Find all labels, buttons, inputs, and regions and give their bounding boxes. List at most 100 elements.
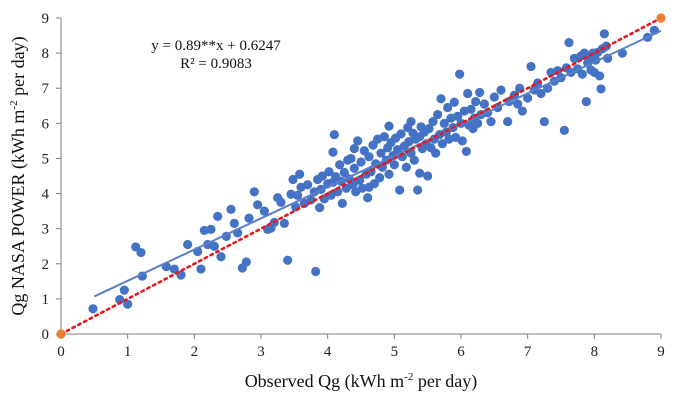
- data-point: [409, 155, 419, 165]
- y-tick-label: 4: [42, 187, 50, 203]
- data-point: [324, 167, 334, 177]
- data-point: [564, 37, 574, 48]
- x-tick-label: 8: [591, 344, 599, 360]
- data-point: [364, 152, 374, 162]
- equation-label: y = 0.89**x + 0.6247: [151, 38, 281, 54]
- data-point: [439, 118, 449, 128]
- data-point: [496, 85, 506, 95]
- data-point: [379, 132, 389, 142]
- data-point: [283, 255, 293, 265]
- data-point: [226, 204, 236, 214]
- y-tick-label: 8: [42, 46, 50, 62]
- y-axis-title-main: Qg NASA POWER (kWh m: [8, 110, 29, 316]
- data-point: [384, 169, 394, 179]
- data-point: [88, 304, 98, 314]
- data-point: [559, 125, 569, 135]
- data-point: [229, 218, 239, 228]
- x-axis-title: Observed Qg (kWh m-2 per day): [245, 371, 478, 392]
- y-axis-title: Qg NASA POWER (kWh m-2 per day): [8, 36, 29, 315]
- data-point: [209, 241, 219, 251]
- data-point: [303, 180, 313, 190]
- data-point: [119, 285, 129, 295]
- y-tick-label: 3: [42, 222, 50, 238]
- data-point: [395, 185, 405, 195]
- r-squared-label: R² = 0.9083: [180, 56, 252, 72]
- data-point: [363, 193, 373, 203]
- data-point: [449, 97, 459, 107]
- x-tick-label: 6: [457, 344, 465, 360]
- endpoint-marker: [56, 329, 66, 339]
- data-point: [169, 264, 179, 274]
- data-point: [329, 129, 339, 140]
- y-tick-label: 5: [42, 151, 50, 167]
- data-point: [244, 213, 254, 223]
- x-tick-label: 2: [191, 344, 199, 360]
- data-point: [328, 147, 338, 157]
- data-point: [315, 203, 325, 213]
- data-point: [259, 206, 269, 216]
- y-tick-label: 0: [42, 327, 50, 343]
- data-point: [279, 218, 289, 228]
- data-point: [489, 92, 499, 102]
- data-point: [517, 106, 527, 116]
- data-point: [479, 99, 489, 109]
- data-point: [293, 190, 303, 200]
- x-axis-title-rest: per day): [413, 371, 477, 392]
- data-point: [539, 116, 549, 127]
- data-point: [375, 173, 385, 183]
- data-point: [183, 239, 193, 250]
- data-point: [436, 94, 446, 104]
- data-point: [216, 252, 226, 262]
- data-point: [335, 160, 345, 170]
- data-point: [249, 187, 259, 197]
- data-point: [353, 136, 363, 146]
- data-point: [276, 197, 286, 207]
- x-tick-label: 1: [124, 344, 132, 360]
- y-axis-title-sup: -2: [8, 100, 20, 109]
- one-to-one-line: [59, 16, 663, 336]
- data-point: [136, 247, 146, 258]
- x-axis-title-sup: -2: [404, 371, 413, 383]
- data-point: [455, 69, 465, 79]
- data-point: [433, 109, 443, 120]
- data-point: [581, 96, 591, 107]
- data-point: [339, 167, 349, 178]
- data-point: [463, 88, 473, 99]
- data-point: [123, 299, 133, 309]
- data-point: [389, 160, 399, 170]
- y-tick-label: 6: [42, 116, 50, 132]
- endpoint-markers: [56, 13, 666, 339]
- data-point: [536, 88, 546, 99]
- data-point: [431, 148, 441, 158]
- data-point: [364, 182, 374, 192]
- data-point: [346, 153, 356, 164]
- data-point: [253, 200, 263, 210]
- data-point: [349, 144, 359, 154]
- data-point: [333, 187, 343, 197]
- data-point: [526, 61, 536, 72]
- data-point: [443, 102, 453, 113]
- data-point: [595, 71, 605, 81]
- data-point: [513, 99, 523, 109]
- lines: [59, 16, 663, 336]
- data-point: [453, 111, 463, 121]
- data-point: [423, 171, 433, 181]
- data-point: [503, 116, 513, 127]
- data-point: [311, 266, 321, 277]
- data-point: [577, 69, 587, 79]
- data-point: [415, 168, 425, 178]
- y-tick-label: 7: [42, 81, 50, 97]
- data-point: [471, 96, 481, 107]
- data-point: [466, 104, 476, 114]
- x-tick-label: 9: [657, 344, 665, 360]
- y-axis-title-rest: per day): [8, 36, 29, 100]
- data-point: [413, 185, 423, 195]
- trendline: [93, 29, 662, 298]
- data-point: [196, 264, 206, 274]
- data-point: [473, 118, 483, 128]
- y-tick-label: 9: [42, 11, 50, 27]
- data-point: [295, 169, 305, 179]
- x-tick-label: 3: [257, 344, 265, 360]
- data-point: [401, 162, 411, 172]
